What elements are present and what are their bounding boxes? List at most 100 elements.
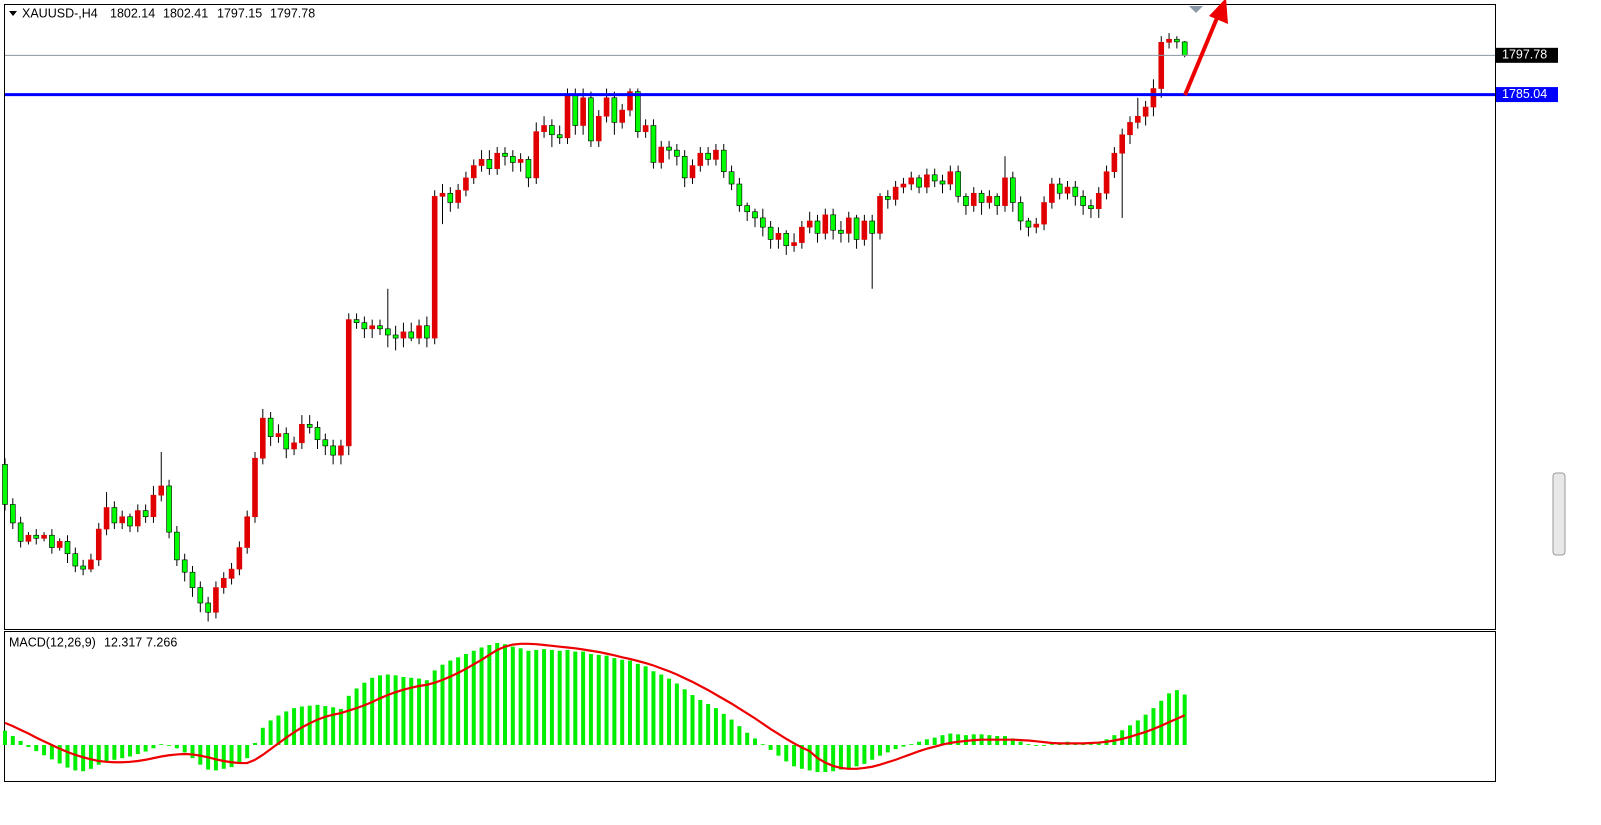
- candle-body: [744, 205, 750, 213]
- macd-bar: [65, 745, 70, 768]
- shift-marker[interactable]: [1189, 6, 1203, 13]
- candle-body: [10, 504, 16, 524]
- macd-bar: [1120, 730, 1125, 746]
- candle-body: [666, 146, 672, 151]
- candle-body: [705, 152, 711, 160]
- macd-bar: [409, 677, 414, 746]
- candle-body: [572, 94, 579, 126]
- macd-bar: [635, 663, 640, 746]
- candle-body: [361, 322, 368, 330]
- price-label: 1785.04: [1502, 87, 1547, 101]
- candle-body: [822, 214, 829, 234]
- candle-body: [799, 226, 805, 243]
- macd-bar: [1088, 744, 1093, 746]
- macd-bar: [573, 651, 578, 746]
- macd-bar: [534, 649, 539, 746]
- candle-body: [400, 331, 407, 339]
- candle-body: [1025, 220, 1032, 228]
- candle-body: [1041, 202, 1047, 225]
- candle-body: [1174, 38, 1180, 43]
- candle-body: [791, 242, 797, 246]
- macd-bar: [159, 744, 164, 746]
- macd-bar: [1182, 694, 1187, 746]
- macd-bar: [612, 658, 617, 746]
- macd-bar: [307, 705, 312, 746]
- macd-bar: [870, 745, 875, 760]
- macd-bar: [284, 711, 289, 746]
- candle-body: [1056, 183, 1063, 194]
- candle-body: [924, 174, 930, 188]
- candle-body: [322, 439, 329, 447]
- candle-body: [353, 319, 360, 323]
- candle-body: [252, 457, 258, 518]
- candle-body: [642, 125, 649, 132]
- candle-body: [650, 125, 657, 163]
- candle-body: [377, 325, 383, 330]
- candle-body: [470, 165, 477, 179]
- candle-body: [369, 325, 375, 330]
- macd-bar: [659, 674, 664, 746]
- macd-bar: [229, 745, 234, 768]
- bid-label: 1797.78: [1502, 48, 1547, 62]
- marks-layer: [2, 33, 1495, 773]
- macd-bar: [510, 646, 515, 746]
- macd-bar: [956, 734, 961, 746]
- macd-bar: [315, 704, 320, 746]
- candle-body: [783, 233, 790, 246]
- macd-bar: [96, 745, 101, 765]
- candle-body: [205, 602, 211, 613]
- macd-bar: [424, 680, 429, 746]
- candle-body: [619, 109, 625, 123]
- macd-bar: [471, 650, 476, 746]
- candle-body: [1103, 171, 1110, 194]
- candle-body: [486, 159, 493, 169]
- candle-body: [103, 507, 110, 530]
- macd-bar: [448, 660, 453, 746]
- macd-bar: [385, 674, 390, 746]
- macd-bar: [549, 649, 554, 746]
- macd-bar: [776, 745, 781, 756]
- candle-body: [1111, 152, 1118, 173]
- macd-bar: [143, 745, 148, 752]
- macd-bar: [120, 745, 125, 759]
- candle-body: [283, 433, 290, 450]
- scroll-handle[interactable]: [1552, 472, 1566, 556]
- candle-body: [267, 417, 274, 437]
- macd-bar: [643, 666, 648, 746]
- macd-value: 12.317: [104, 635, 142, 649]
- candle-body: [1033, 223, 1040, 228]
- candle-body: [345, 319, 352, 447]
- macd-bar: [698, 699, 703, 746]
- header-close: 1797.78: [270, 6, 315, 20]
- macd-bar: [174, 745, 179, 749]
- candle-body: [64, 541, 71, 555]
- candle-body: [1088, 205, 1094, 209]
- macd-bar: [503, 644, 507, 746]
- macd-bar: [42, 745, 47, 756]
- candle-body: [494, 152, 500, 169]
- candle-body: [845, 217, 852, 234]
- macd-bar: [768, 745, 773, 750]
- candle-body: [1017, 202, 1024, 222]
- candle-body: [830, 214, 836, 231]
- candle-body: [963, 196, 969, 206]
- macd-bar: [690, 695, 695, 746]
- candle-body: [877, 196, 883, 234]
- candle-body: [385, 328, 391, 336]
- macd-bar: [128, 745, 132, 757]
- candle-body: [955, 171, 961, 197]
- macd-bar: [878, 745, 882, 756]
- macd-bar: [784, 745, 789, 762]
- candle-body: [611, 97, 618, 123]
- candle-body: [166, 485, 172, 533]
- menu-triangle[interactable]: [9, 11, 17, 16]
- candle-body: [314, 427, 321, 441]
- macd-bar: [440, 664, 445, 746]
- candle-body: [478, 159, 485, 166]
- macd-bar: [940, 735, 945, 746]
- candle-body: [892, 186, 899, 200]
- macd-bar: [1151, 708, 1156, 746]
- candle-body: [1119, 134, 1125, 154]
- candle-body: [697, 152, 704, 166]
